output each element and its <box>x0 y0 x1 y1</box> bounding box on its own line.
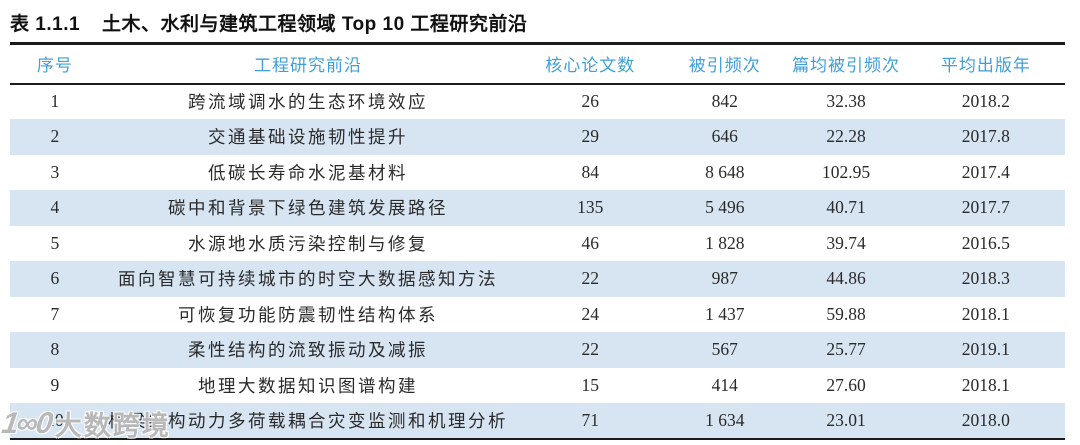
value-cell: 2019.1 <box>961 339 1010 360</box>
rank-cell: 2 <box>50 126 60 147</box>
rank-cell: 10 <box>46 409 64 430</box>
value-cell: 27.60 <box>826 374 866 395</box>
front-name-cell: 柔性结构的流致振动及减振 <box>188 340 429 361</box>
table-row: 1 跨流域调水的生态环境效应 26 842 32.38 2018.2 <box>10 84 1065 120</box>
value-cell: 40.71 <box>826 197 866 218</box>
rank-cell: 9 <box>50 374 60 395</box>
value-cell: 2018.1 <box>961 303 1010 324</box>
front-name-cell: 可恢复功能防震韧性结构体系 <box>178 304 439 325</box>
front-name-cell: 碳中和背景下绿色建筑发展路径 <box>168 198 449 219</box>
front-name-cell: 面向智慧可持续城市的时空大数据感知方法 <box>118 269 499 290</box>
value-cell: 25.77 <box>826 339 866 360</box>
table-header-row: 序号 工程研究前沿 核心论文数 被引频次 篇均被引频次 平均出版年 <box>10 44 1065 84</box>
column-header: 序号 <box>36 56 73 76</box>
table-title-text: 土木、水利与建筑工程领域 Top 10 工程研究前沿 <box>102 14 528 35</box>
value-cell: 102.95 <box>822 161 871 182</box>
value-cell: 26 <box>581 91 600 112</box>
table-row: 9 地理大数据知识图谱构建 15 414 27.60 2018.1 <box>10 368 1065 404</box>
table-row: 4 碳中和背景下绿色建筑发展路径 135 5 496 40.71 2017.7 <box>10 190 1065 226</box>
rank-cell: 5 <box>50 232 60 253</box>
value-cell: 2016.5 <box>961 232 1010 253</box>
value-cell: 1 437 <box>705 303 745 324</box>
table-row: 6 面向智慧可持续城市的时空大数据感知方法 22 987 44.86 2018.3 <box>10 261 1065 297</box>
column-header: 平均出版年 <box>940 56 1031 76</box>
research-fronts-table: 序号 工程研究前沿 核心论文数 被引频次 篇均被引频次 平均出版年 1 跨流域调水的生态环境… <box>10 42 1065 440</box>
value-cell: 2018.1 <box>961 374 1010 395</box>
front-name-cell: 水源地水质污染控制与修复 <box>188 233 429 254</box>
value-cell: 2018.2 <box>961 91 1010 112</box>
table-body: 1 跨流域调水的生态环境效应 26 842 32.38 2018.2 2 交通基础设施韧性提升… <box>10 84 1065 439</box>
table-row: 7 可恢复功能防震韧性结构体系 24 1 437 59.88 2018.1 <box>10 297 1065 333</box>
front-name-cell: 交通基础设施韧性提升 <box>208 127 409 148</box>
front-name-cell: 桥梁结构动力多荷载耦合灾变监测和机理分析 <box>108 410 509 431</box>
rank-cell: 7 <box>50 303 60 324</box>
value-cell: 22 <box>581 268 600 289</box>
column-header: 篇均被引频次 <box>792 56 901 76</box>
column-header: 工程研究前沿 <box>254 56 363 76</box>
value-cell: 567 <box>711 339 738 360</box>
value-cell: 2018.0 <box>961 409 1010 430</box>
front-name-cell: 跨流域调水的生态环境效应 <box>188 92 429 113</box>
rank-cell: 4 <box>50 197 60 218</box>
rank-cell: 8 <box>50 339 60 360</box>
table-row: 2 交通基础设施韧性提升 29 646 22.28 2017.8 <box>10 119 1065 155</box>
value-cell: 646 <box>711 126 738 147</box>
front-name-cell: 低碳长寿命水泥基材料 <box>208 162 409 183</box>
value-cell: 5 496 <box>705 197 745 218</box>
value-cell: 135 <box>577 197 604 218</box>
value-cell: 44.86 <box>826 268 866 289</box>
value-cell: 22.28 <box>826 126 866 147</box>
value-cell: 71 <box>581 409 600 430</box>
table-row: 8 柔性结构的流致振动及减振 22 567 25.77 2019.1 <box>10 332 1065 368</box>
value-cell: 1 634 <box>705 409 745 430</box>
table-number-label: 表 1.1.1 <box>10 14 81 35</box>
value-cell: 842 <box>711 91 738 112</box>
value-cell: 29 <box>581 126 600 147</box>
page-title: 表 1.1.1 土木、水利与建筑工程领域 Top 10 工程研究前沿 <box>0 0 1080 42</box>
rank-cell: 6 <box>50 268 60 289</box>
value-cell: 84 <box>581 161 600 182</box>
value-cell: 22 <box>581 339 600 360</box>
value-cell: 2017.7 <box>961 197 1010 218</box>
front-name-cell: 地理大数据知识图谱构建 <box>198 375 419 396</box>
value-cell: 987 <box>711 268 738 289</box>
value-cell: 2017.8 <box>961 126 1010 147</box>
value-cell: 2018.3 <box>961 268 1010 289</box>
value-cell: 39.74 <box>826 232 866 253</box>
value-cell: 15 <box>581 374 600 395</box>
rank-cell: 3 <box>50 161 60 182</box>
value-cell: 32.38 <box>826 91 866 112</box>
column-header: 被引频次 <box>688 56 761 76</box>
value-cell: 414 <box>711 374 738 395</box>
value-cell: 59.88 <box>826 303 866 324</box>
value-cell: 46 <box>581 232 600 253</box>
rank-cell: 1 <box>50 91 60 112</box>
value-cell: 24 <box>581 303 600 324</box>
table-row: 10 桥梁结构动力多荷载耦合灾变监测和机理分析 71 1 634 23.01 2018.0 <box>10 403 1065 439</box>
value-cell: 2017.4 <box>961 161 1010 182</box>
value-cell: 8 648 <box>705 161 745 182</box>
value-cell: 1 828 <box>705 232 745 253</box>
table-row: 5 水源地水质污染控制与修复 46 1 828 39.74 2016.5 <box>10 226 1065 262</box>
table-row: 3 低碳长寿命水泥基材料 84 8 648 102.95 2017.4 <box>10 155 1065 191</box>
value-cell: 23.01 <box>826 409 866 430</box>
column-header: 核心论文数 <box>545 56 636 76</box>
